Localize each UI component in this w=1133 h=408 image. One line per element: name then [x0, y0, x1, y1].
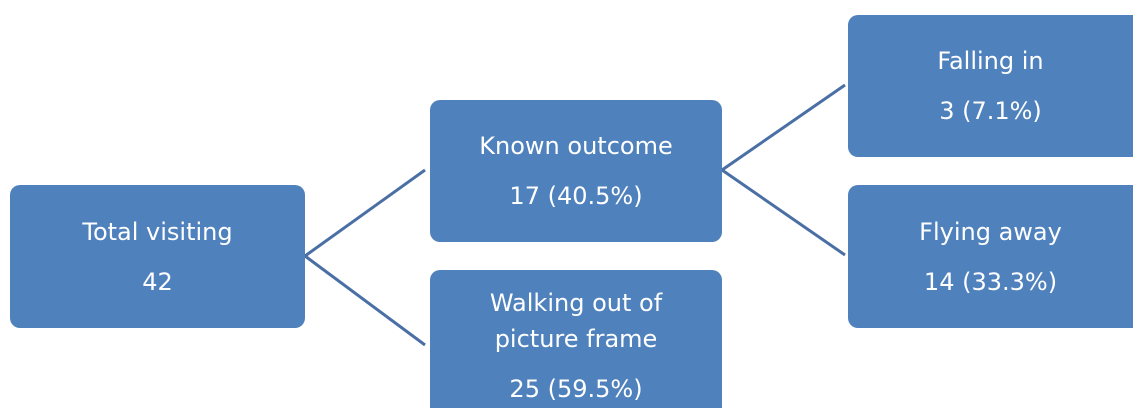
connector — [304, 254, 426, 347]
node-value: 42 — [142, 267, 173, 296]
connector — [721, 168, 846, 257]
node: Known outcome 17 (40.5%) — [430, 100, 722, 242]
connector — [304, 168, 426, 258]
node-label: Walking out of — [489, 289, 663, 317]
node-value: 25 (59.5%) — [509, 375, 643, 403]
node-label: Total visiting — [82, 217, 233, 246]
node: Falling in 3 (7.1%) — [848, 15, 1133, 157]
node-value: 17 (40.5%) — [509, 182, 643, 210]
node-value: 3 (7.1%) — [939, 97, 1042, 125]
connector — [721, 83, 846, 172]
node: Total visiting 42 — [10, 185, 305, 328]
node-label: picture frame — [494, 325, 658, 353]
node-value: 14 (33.3%) — [923, 267, 1058, 296]
node-label: Known outcome — [479, 132, 673, 160]
node: Flying away 14 (33.3%) — [848, 185, 1133, 328]
node: Walking out of picture frame 25 (59.5%) — [430, 270, 722, 408]
node-label: Falling in — [937, 47, 1044, 75]
node-label: Flying away — [919, 217, 1062, 246]
